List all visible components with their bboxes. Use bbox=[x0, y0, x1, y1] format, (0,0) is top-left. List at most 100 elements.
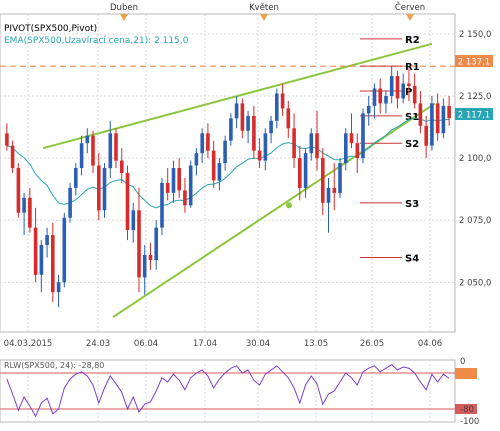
candle-body bbox=[39, 245, 44, 275]
candle-body bbox=[372, 88, 377, 106]
y-tick-label: 2 125,0 bbox=[459, 92, 491, 102]
rlw-line bbox=[6, 363, 450, 418]
candle-body bbox=[298, 158, 302, 188]
candle-body bbox=[280, 93, 285, 109]
x-tick-label: 13.05 bbox=[304, 339, 328, 349]
candle-body bbox=[435, 103, 440, 134]
candle-body bbox=[10, 145, 15, 169]
candle-body bbox=[97, 165, 101, 211]
candle-body bbox=[45, 235, 49, 245]
candle-body bbox=[401, 83, 405, 99]
candle-body bbox=[85, 135, 90, 144]
candle-body bbox=[108, 133, 113, 169]
candle-body bbox=[395, 76, 400, 99]
candle-body bbox=[424, 125, 428, 146]
pivot-label-r2: R2 bbox=[405, 35, 420, 46]
y-tick-label: 2 075,0 bbox=[459, 216, 491, 226]
month-label: Červen bbox=[395, 1, 425, 13]
candle-body bbox=[332, 187, 337, 193]
candle-body bbox=[22, 197, 26, 213]
candle-body bbox=[194, 153, 199, 166]
candle-body bbox=[5, 133, 9, 146]
candle-body bbox=[114, 133, 118, 161]
x-tick-label: 30.04 bbox=[246, 339, 270, 349]
y-tick-label: 2 150,0 bbox=[459, 30, 491, 40]
candle-body bbox=[447, 105, 451, 119]
candle-body bbox=[229, 118, 233, 141]
ema-legend: EMA(SPX500,Uzavírací cena,21): 2 115,0 bbox=[4, 36, 189, 46]
candle-body bbox=[366, 105, 371, 114]
candle-body bbox=[74, 168, 78, 188]
last-price-badge-label: 2 117,1 bbox=[458, 111, 490, 121]
candle-body bbox=[275, 93, 279, 121]
x-tick-label: 24.03 bbox=[86, 339, 110, 349]
r1-price-badge bbox=[455, 55, 493, 67]
price-panel bbox=[0, 13, 456, 333]
candle-body bbox=[188, 165, 193, 206]
candle-body bbox=[28, 197, 32, 228]
pivot-label-r1: R1 bbox=[405, 62, 420, 73]
candle-body bbox=[200, 133, 204, 154]
candle-body bbox=[68, 187, 72, 218]
candle-body bbox=[16, 168, 21, 213]
candle-body bbox=[211, 150, 216, 181]
candle-body bbox=[292, 128, 296, 159]
candle-body bbox=[102, 168, 107, 211]
rlw-tick-label: -80 bbox=[460, 405, 474, 415]
month-label: Duben bbox=[110, 3, 138, 13]
candle-body bbox=[56, 282, 61, 293]
candle-body bbox=[355, 143, 360, 159]
candle-body bbox=[430, 103, 434, 146]
candle-body bbox=[321, 158, 325, 203]
candle-body bbox=[326, 187, 331, 203]
r1-price-badge-label: 2 137,1 bbox=[458, 58, 490, 68]
candle-body bbox=[349, 133, 354, 144]
month-marker-icon bbox=[260, 14, 268, 21]
upper-trendline bbox=[42, 42, 433, 150]
candle-body bbox=[125, 173, 130, 231]
candle-body bbox=[344, 133, 348, 164]
grid bbox=[0, 14, 455, 422]
candle-body bbox=[165, 182, 170, 193]
candle-body bbox=[361, 113, 365, 159]
candle-body bbox=[142, 255, 147, 278]
candle-body bbox=[252, 115, 256, 151]
candle-body bbox=[378, 88, 382, 104]
candle-body bbox=[315, 133, 319, 159]
pivot-label-s2: S2 bbox=[405, 139, 419, 150]
pivot-label-s3: S3 bbox=[405, 199, 419, 210]
x-tick-label: 26.05 bbox=[360, 339, 384, 349]
candle-body bbox=[246, 115, 250, 131]
pivot-label-s4: S4 bbox=[405, 253, 419, 264]
candle-body bbox=[418, 103, 423, 126]
pivot-legend: PIVOT(SPX500,Pivot) bbox=[4, 24, 97, 34]
y-tick-label: 2 050,0 bbox=[459, 278, 491, 288]
candle-body bbox=[160, 182, 164, 228]
candle-body bbox=[303, 153, 308, 188]
y-tick-label: 2 100,0 bbox=[459, 154, 491, 164]
candle-body bbox=[137, 210, 141, 278]
ema-layer bbox=[6, 117, 450, 209]
candle-body bbox=[309, 133, 314, 154]
rlw-tick-label: -100 bbox=[460, 417, 479, 427]
rlw-badge bbox=[455, 368, 477, 379]
candle-body bbox=[131, 210, 136, 231]
candle-body bbox=[240, 103, 245, 131]
candle-body bbox=[269, 120, 273, 134]
candle-body bbox=[91, 135, 95, 166]
x-tick-label: 04.06 bbox=[418, 339, 442, 349]
candle-body bbox=[62, 217, 67, 283]
candle-body bbox=[223, 140, 227, 164]
rlw-layer bbox=[0, 363, 455, 418]
candle-body bbox=[217, 163, 222, 181]
candle-body bbox=[79, 143, 84, 168]
candle-body bbox=[33, 227, 38, 275]
candle-body bbox=[286, 108, 291, 129]
candle-body bbox=[177, 168, 181, 191]
candle-body bbox=[441, 105, 446, 134]
month-marker-icon bbox=[120, 14, 128, 21]
x-tick-label: 04.03.2015 bbox=[4, 339, 53, 349]
trendline-touch-point bbox=[286, 202, 292, 209]
